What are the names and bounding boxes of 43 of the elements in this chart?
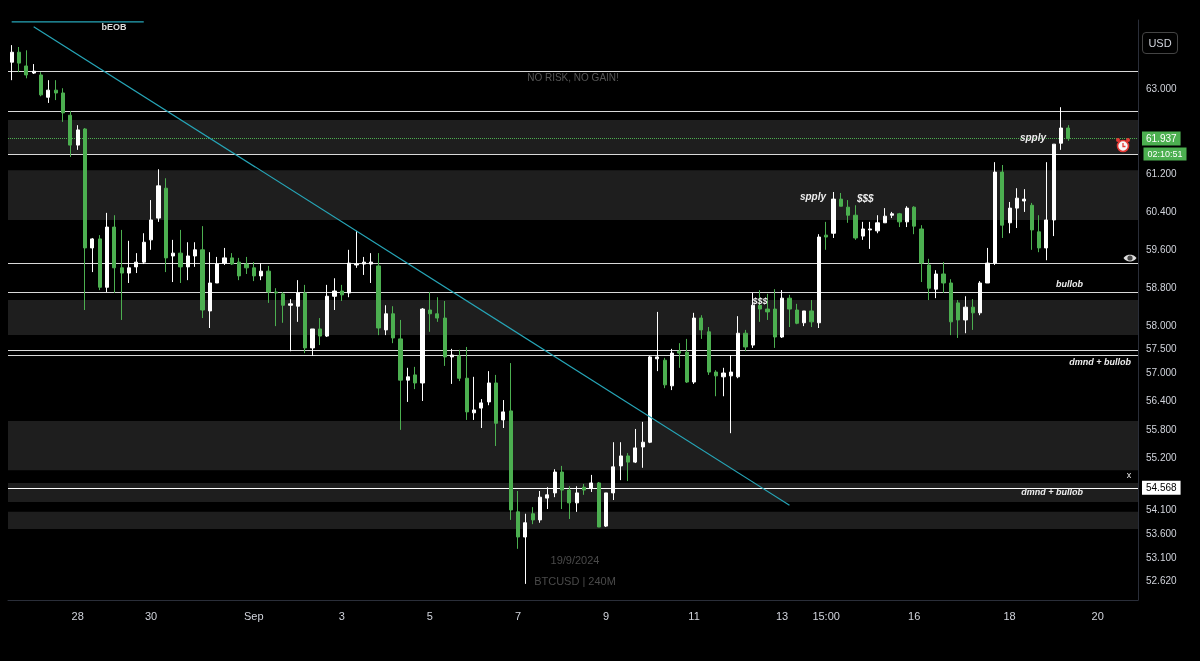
ref-line-label: 61.937 [1146,133,1178,145]
annotation: spply [1019,131,1047,143]
y-tick-label: 63.000 [1146,82,1178,94]
annotation: BTCUSD | 240M [534,575,616,587]
y-tick-label: 55.200 [1146,452,1178,464]
annotation: NO RISK, NO GAIN! [527,71,619,83]
y-tick-label: 53.100 [1146,551,1178,563]
annotation: spply [799,190,827,202]
x-tick-label: 3 [338,609,345,622]
text: 02:10:51 [1147,149,1183,159]
annotation: bEOB [101,22,127,32]
annotation: dmnd + bullob [1021,487,1084,497]
x-tick-label: Sep [244,609,264,622]
annotation: $$$ [856,192,875,204]
x-tick-label: 13 [776,609,789,622]
y-tick-label: 52.620 [1146,574,1178,586]
annotation: x [1126,470,1132,480]
y-tick-label: 57.000 [1146,367,1178,379]
x-tick-label: 18 [1003,609,1016,622]
annotation: dmnd + bullob [1069,357,1132,367]
x-tick-label: 5 [426,609,433,622]
x-tick-label: 16 [908,609,921,622]
y-tick-label: 59.600 [1146,243,1178,255]
ref-line-label: 54.568 [1146,482,1178,494]
y-tick-label: 58.800 [1146,281,1178,293]
annotation: 19/9/2024 [550,554,600,566]
x-tick-label: 7 [514,609,522,622]
x-tick-label: 15:00 [812,609,840,622]
y-tick-label: 61.200 [1146,168,1178,180]
x-tick-label: 28 [71,609,84,622]
y-tick-label: 60.400 [1146,205,1178,217]
annotation: bullob [1056,279,1084,289]
y-tick-label: 57.500 [1146,343,1178,355]
x-tick-label: 20 [1091,609,1104,622]
y-tick-label: 58.000 [1146,319,1178,331]
y-tick-label: 56.400 [1146,395,1178,407]
y-tick-label: 53.600 [1146,528,1178,540]
x-tick-label: 9 [602,609,610,622]
y-axis-title: USD [1142,32,1178,54]
x-tick-label: 30 [144,609,158,622]
x-tick-label: 11 [688,609,700,622]
y-tick-label: 55.800 [1146,423,1178,435]
y-tick-label: 54.100 [1146,504,1178,516]
